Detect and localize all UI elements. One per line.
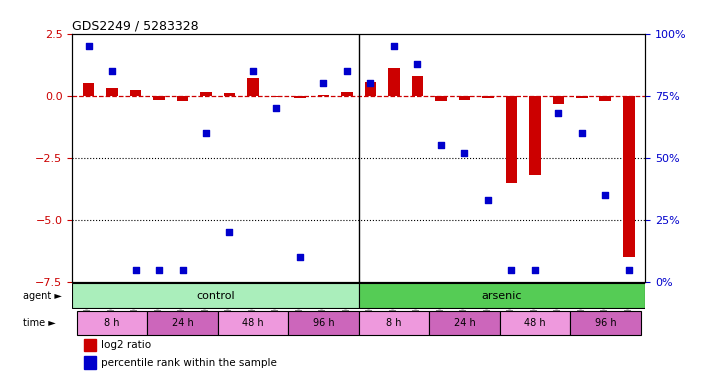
Bar [77,310,147,335]
Bar [317,94,329,96]
Point [130,267,141,273]
Point [224,229,235,235]
Text: 8 h: 8 h [386,318,402,328]
Text: 48 h: 48 h [242,318,264,328]
Bar [365,82,376,96]
Bar [218,310,288,335]
Bar [106,88,118,96]
Point [623,267,634,273]
Text: agent ►: agent ► [23,291,62,300]
Point [529,267,541,273]
Bar [341,92,353,96]
Text: 96 h: 96 h [595,318,616,328]
Bar [84,356,96,369]
Text: 24 h: 24 h [454,318,475,328]
Text: GDS2249 / 5283328: GDS2249 / 5283328 [72,20,199,33]
Text: percentile rank within the sample: percentile rank within the sample [101,358,277,368]
Bar [84,339,96,351]
Bar [247,78,259,96]
Point [459,150,470,156]
Point [552,110,564,116]
Text: control: control [196,291,235,300]
Bar [459,96,470,99]
Point [154,267,165,273]
Bar [435,96,447,101]
Point [505,267,517,273]
Bar [388,69,400,96]
Bar [153,96,165,99]
Bar [500,310,570,335]
Point [83,43,94,49]
Bar [529,96,541,175]
Bar [177,96,188,101]
Point [388,43,399,49]
Text: time ►: time ► [23,318,56,328]
Bar [505,96,517,183]
Bar [288,310,359,335]
Bar [200,92,212,96]
Point [365,80,376,86]
Point [270,105,282,111]
Bar [552,96,565,105]
Text: 24 h: 24 h [172,318,193,328]
Bar [623,96,634,257]
Bar [429,310,500,335]
Bar [72,283,359,308]
Bar [570,310,640,335]
Point [482,197,494,203]
Bar [359,283,645,308]
Point [600,192,611,198]
Text: 96 h: 96 h [313,318,335,328]
Text: 8 h: 8 h [105,318,120,328]
Text: arsenic: arsenic [482,291,522,300]
Bar [224,93,235,96]
Bar [412,76,423,96]
Bar [599,96,611,101]
Bar [83,83,94,96]
Bar [147,310,218,335]
Point [341,68,353,74]
Text: 48 h: 48 h [524,318,546,328]
Bar [359,310,429,335]
Point [318,80,329,86]
Point [106,68,118,74]
Bar [482,96,494,98]
Point [435,142,447,148]
Bar [576,96,588,98]
Point [576,130,588,136]
Point [294,254,306,260]
Point [200,130,212,136]
Point [412,60,423,66]
Point [247,68,259,74]
Text: log2 ratio: log2 ratio [101,340,151,350]
Bar [294,96,306,98]
Bar [130,90,141,96]
Point [177,267,188,273]
Bar [270,96,283,97]
